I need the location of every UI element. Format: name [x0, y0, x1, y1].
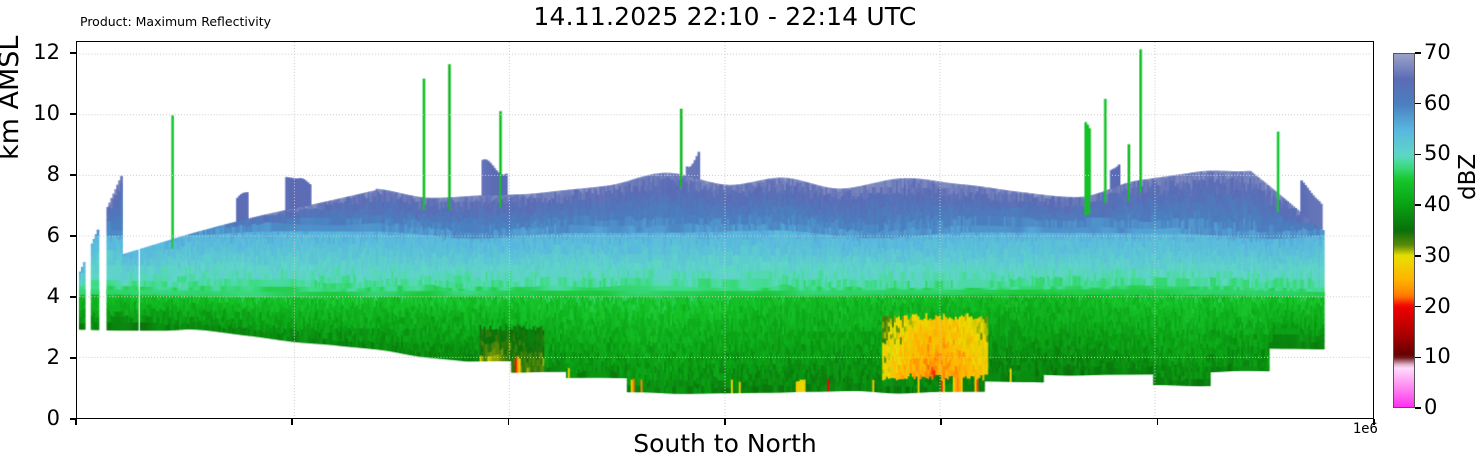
colorbar-tick-mark — [1415, 52, 1421, 54]
x-tick-mark — [724, 419, 726, 425]
y-tick-mark — [70, 296, 76, 298]
y-tick-mark — [70, 113, 76, 115]
y-tick-label: 8 — [46, 162, 60, 187]
y-tick-label: 4 — [46, 284, 60, 309]
y-tick-label: 0 — [46, 406, 60, 430]
colorbar-gradient — [1394, 54, 1414, 407]
colorbar-tick-label: 50 — [1424, 141, 1451, 166]
colorbar-tick-mark — [1415, 305, 1421, 308]
colorbar-tick-mark — [1415, 407, 1421, 409]
colorbar-tick-label: 20 — [1424, 293, 1451, 318]
x-tick-mark — [1156, 419, 1158, 425]
colorbar-tick-mark — [1415, 103, 1421, 105]
y-tick-label: 2 — [46, 345, 60, 370]
colorbar-tick-label: 0 — [1424, 395, 1438, 419]
y-tick-mark — [70, 174, 76, 176]
product-label: Product: Maximum Reflectivity — [80, 14, 272, 29]
plot-area — [76, 41, 1374, 419]
x-axis-label: South to North — [633, 429, 817, 458]
x-axis-offset-text: 1e6 — [1352, 421, 1378, 437]
y-axis-label: km AMSL — [0, 35, 25, 160]
colorbar-tick-mark — [1415, 204, 1421, 206]
y-tick-mark — [70, 235, 76, 237]
x-tick-mark — [75, 419, 77, 425]
colorbar-label: dBZ — [1455, 153, 1481, 200]
colorbar-tick-mark — [1415, 356, 1421, 358]
x-tick-mark — [1373, 419, 1375, 425]
y-tick-mark — [70, 418, 76, 420]
colorbar-tick-label: 60 — [1424, 90, 1451, 115]
colorbar-tick-label: 10 — [1424, 344, 1451, 369]
x-tick-mark — [291, 419, 293, 425]
y-tick-mark — [70, 52, 76, 54]
reflectivity-heatmap — [77, 42, 1373, 418]
x-tick-mark — [507, 419, 509, 425]
y-tick-label: 6 — [46, 223, 60, 248]
y-tick-label: 10 — [33, 101, 60, 126]
colorbar-tick-label: 70 — [1424, 40, 1451, 64]
y-tick-mark — [70, 357, 76, 359]
colorbar-tick-label: 40 — [1424, 192, 1451, 217]
colorbar — [1393, 53, 1415, 408]
x-tick-mark — [940, 419, 942, 425]
colorbar-tick-mark — [1415, 153, 1421, 156]
colorbar-tick-label: 30 — [1424, 242, 1451, 267]
colorbar-tick-mark — [1415, 255, 1421, 257]
figure-title: 14.11.2025 22:10 - 22:14 UTC — [533, 2, 917, 31]
y-tick-label: 12 — [33, 40, 60, 65]
